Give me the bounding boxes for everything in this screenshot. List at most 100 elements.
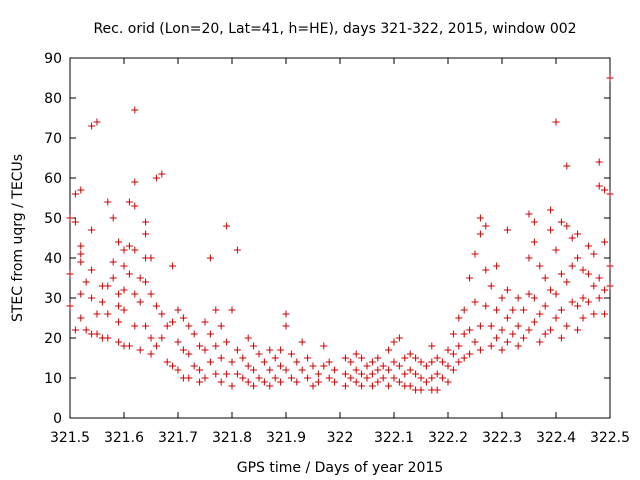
y-tick-label: 60 <box>44 171 62 187</box>
data-point <box>152 174 160 182</box>
data-point <box>590 250 598 258</box>
y-tick-label: 50 <box>44 211 62 227</box>
data-point <box>557 334 565 342</box>
data-point <box>563 162 571 170</box>
data-point <box>455 358 463 366</box>
data-point <box>568 234 576 242</box>
data-point <box>223 338 231 346</box>
data-point <box>379 374 387 382</box>
data-point <box>93 330 101 338</box>
data-point <box>206 254 214 262</box>
data-point <box>88 266 96 274</box>
y-tick-label: 0 <box>53 411 62 427</box>
data-point <box>401 370 409 378</box>
data-point <box>590 282 598 290</box>
data-point <box>185 322 193 330</box>
x-tick-label: 321.5 <box>50 430 90 446</box>
data-point <box>514 322 522 330</box>
x-tick-label: 322 <box>327 430 354 446</box>
data-point <box>271 354 279 362</box>
data-point <box>125 270 133 278</box>
data-point <box>131 106 139 114</box>
data-point <box>606 190 614 198</box>
data-point <box>395 378 403 386</box>
data-point <box>525 290 533 298</box>
data-point <box>584 242 592 250</box>
data-point <box>88 294 96 302</box>
data-point <box>115 238 123 246</box>
data-point <box>104 334 112 342</box>
data-point <box>476 322 484 330</box>
data-point <box>606 262 614 270</box>
data-point <box>498 294 506 302</box>
data-point <box>115 290 123 298</box>
y-tick-label: 10 <box>44 371 62 387</box>
data-point <box>169 318 177 326</box>
data-point <box>131 290 139 298</box>
data-point <box>374 354 382 362</box>
data-point <box>206 330 214 338</box>
data-point <box>358 370 366 378</box>
data-point <box>142 322 150 330</box>
data-point <box>206 358 214 366</box>
data-point <box>547 326 555 334</box>
data-point <box>88 226 96 234</box>
data-point <box>250 382 258 390</box>
x-axis: 321.5 321.6 321.7 321.8 321.9 322 322.1 322.2 32… <box>50 58 630 446</box>
x-tick-label: 322.2 <box>428 430 468 446</box>
data-point <box>503 314 511 322</box>
data-point <box>433 370 441 378</box>
x-tick-label: 322.4 <box>536 430 576 446</box>
data-point <box>449 350 457 358</box>
chart-title: Rec. orid (Lon=20, Lat=41, h=HE), days 3… <box>93 21 576 37</box>
data-point <box>163 358 171 366</box>
data-point <box>77 314 85 322</box>
x-tick-label: 321.8 <box>212 430 252 446</box>
data-point <box>422 378 430 386</box>
data-point <box>476 346 484 354</box>
data-point <box>163 322 171 330</box>
data-point <box>228 306 236 314</box>
data-point <box>201 318 209 326</box>
data-point <box>595 158 603 166</box>
data-point <box>514 342 522 350</box>
data-point <box>530 318 538 326</box>
data-point <box>444 346 452 354</box>
data-point <box>196 378 204 386</box>
data-point <box>136 274 144 282</box>
data-point <box>255 374 263 382</box>
data-point <box>282 322 290 330</box>
data-point <box>352 378 360 386</box>
data-point <box>406 382 414 390</box>
data-point <box>471 298 479 306</box>
data-point <box>298 366 306 374</box>
data-point <box>282 310 290 318</box>
data-point <box>412 354 420 362</box>
data-point <box>287 374 295 382</box>
data-point <box>579 266 587 274</box>
data-point <box>277 362 285 370</box>
data-point <box>498 326 506 334</box>
data-point <box>120 262 128 270</box>
data-point <box>574 230 582 238</box>
data-point <box>271 374 279 382</box>
data-point <box>579 294 587 302</box>
data-point <box>77 258 85 266</box>
data-point <box>320 362 328 370</box>
data-point <box>341 382 349 390</box>
data-point <box>217 322 225 330</box>
data-point <box>368 382 376 390</box>
data-point <box>563 278 571 286</box>
data-point <box>563 322 571 330</box>
data-point <box>136 346 144 354</box>
data-point <box>169 262 177 270</box>
data-point <box>71 190 79 198</box>
data-point <box>487 342 495 350</box>
data-point <box>493 262 501 270</box>
data-point <box>266 382 274 390</box>
data-point <box>433 386 441 394</box>
data-point <box>557 218 565 226</box>
data-point <box>601 238 609 246</box>
data-point <box>422 362 430 370</box>
